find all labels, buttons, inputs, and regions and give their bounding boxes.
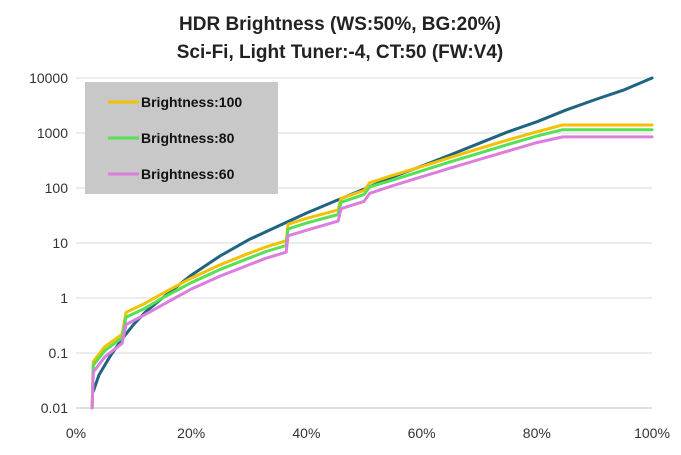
x-tick-label: 80% bbox=[523, 425, 551, 441]
x-tick-label: 60% bbox=[408, 425, 436, 441]
axes: 0.01 0.1 1 10 100 1000 10000 0% 20% 40% 60% 80% 100% bbox=[29, 70, 670, 441]
legend-label-brightness-60: Brightness:60 bbox=[141, 166, 235, 182]
series-line-brightness-80 bbox=[90, 128, 654, 410]
series-line-brightness-60 bbox=[90, 135, 654, 410]
chart-title: HDR Brightness (WS:50%, BG:20%) bbox=[179, 14, 501, 35]
y-tick-label: 100 bbox=[45, 180, 69, 196]
legend-label-brightness-80: Brightness:80 bbox=[141, 130, 235, 146]
y-tick-label: 1000 bbox=[37, 125, 68, 141]
x-tick-label: 20% bbox=[177, 425, 205, 441]
y-tick-label: 10 bbox=[52, 235, 68, 251]
legend: Brightness:100 Brightness:80 Brightness:60 bbox=[85, 82, 278, 194]
chart-subtitle: Sci-Fi, Light Tuner:-4, CT:50 (FW:V4) bbox=[177, 42, 504, 63]
series-lines bbox=[90, 76, 654, 410]
x-tick-label: 40% bbox=[292, 425, 320, 441]
x-tick-label: 100% bbox=[634, 425, 670, 441]
x-tick-label: 0% bbox=[66, 425, 86, 441]
y-tick-label: 1 bbox=[60, 290, 68, 306]
y-tick-label: 10000 bbox=[29, 70, 68, 86]
series-line-brightness-100 bbox=[90, 123, 654, 410]
y-tick-label: 0.1 bbox=[49, 345, 69, 361]
legend-label-brightness-100: Brightness:100 bbox=[141, 94, 242, 110]
series-line-0 bbox=[91, 76, 654, 393]
y-tick-label: 0.01 bbox=[41, 400, 68, 416]
